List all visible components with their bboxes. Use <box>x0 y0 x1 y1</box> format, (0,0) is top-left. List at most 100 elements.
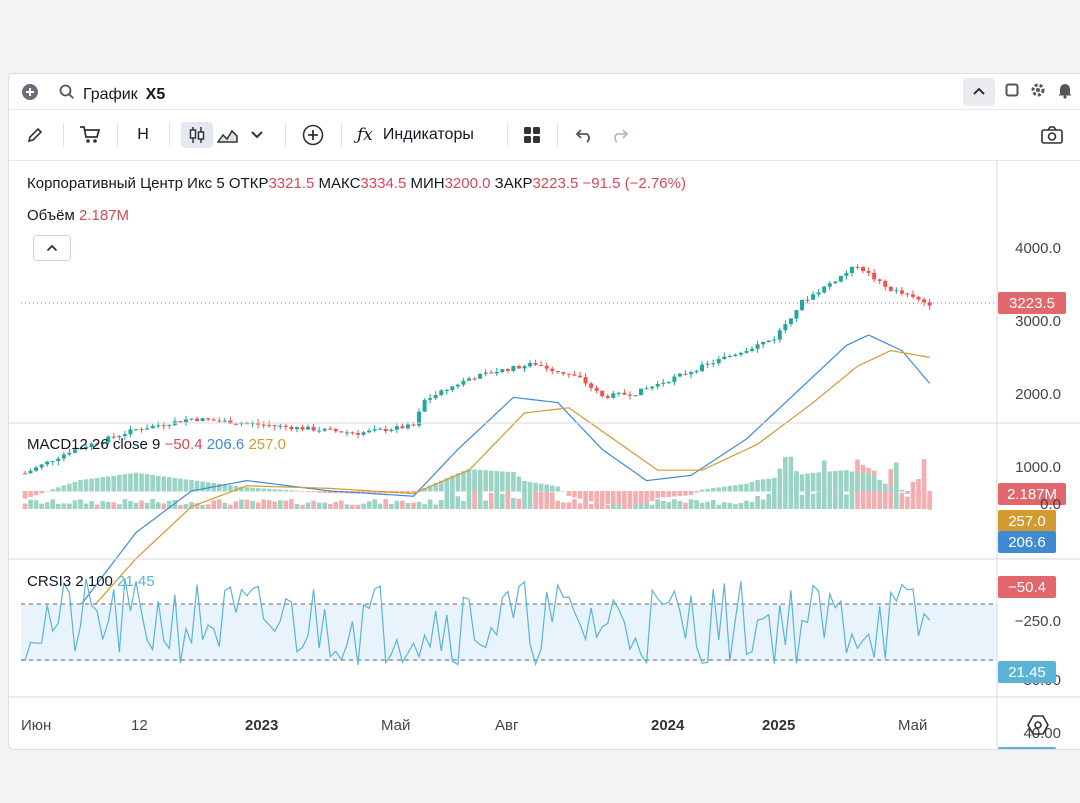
candle <box>883 280 888 287</box>
macd-hist-bar <box>161 476 167 492</box>
cart-icon[interactable] <box>77 122 103 148</box>
candle <box>467 378 471 381</box>
chart-area[interactable]: 4000.0 3000.0 2000.0 1000.0 3223.5 2.187… <box>9 161 1080 749</box>
volume-bar <box>150 499 155 509</box>
macd-hist-bar <box>472 469 477 492</box>
candle <box>700 364 705 372</box>
volume-value: 2.187M <box>78 207 130 224</box>
time-axis[interactable]: Июн 12 2023 Май Авг 2024 2025 Май <box>9 709 997 739</box>
candle <box>267 424 272 426</box>
chevron-down-icon[interactable] <box>247 122 267 148</box>
macd-hist-bar <box>710 488 716 492</box>
candle <box>383 428 388 432</box>
volume-bar <box>305 502 311 509</box>
macd-hist-bar <box>444 478 450 492</box>
volume-bar <box>178 504 183 509</box>
volume-bar <box>849 482 855 509</box>
svg-text:257.0: 257.0 <box>1008 513 1046 530</box>
pencil-icon[interactable] <box>23 122 47 148</box>
indicators-button[interactable]: ƒx Индикаторы <box>357 122 497 148</box>
candle <box>572 374 577 376</box>
macd-hist-bar <box>605 491 611 505</box>
macd-axis[interactable]: 0.0 −250.0 <box>1015 496 1061 630</box>
macd-hist-bar <box>233 485 239 492</box>
candle <box>34 467 39 471</box>
volume-bar <box>39 503 44 509</box>
legend-collapse-button[interactable] <box>33 235 71 261</box>
layout-icon[interactable] <box>521 122 543 148</box>
candle <box>245 423 249 425</box>
volume-bar <box>105 502 111 509</box>
gear-icon[interactable] <box>1029 81 1047 104</box>
candle <box>95 443 100 445</box>
candle <box>544 365 549 369</box>
settings-hex-icon[interactable] <box>1027 714 1049 741</box>
candle <box>478 373 483 379</box>
redo-icon[interactable] <box>609 122 631 148</box>
volume-bar <box>216 499 222 509</box>
open-label: ОТКР <box>228 175 269 192</box>
macd-hist-bar <box>538 483 544 492</box>
candle <box>555 371 560 373</box>
collapse-button[interactable] <box>963 78 995 106</box>
volume-bar <box>516 498 522 509</box>
macd-hist-bar <box>289 490 294 492</box>
volume-bar <box>461 500 466 509</box>
macd-hist-bar <box>94 477 100 492</box>
volume-bar <box>339 500 344 509</box>
square-icon[interactable] <box>1005 83 1019 102</box>
candle <box>677 373 682 377</box>
bell-icon[interactable] <box>1057 81 1073 104</box>
macd-hist-bar <box>666 491 672 497</box>
area-chart-icon[interactable] <box>215 122 241 148</box>
macd-name: MACD <box>27 436 72 453</box>
volume-bar <box>433 504 438 509</box>
macd-hist-bar <box>805 473 810 492</box>
title-search[interactable]: График X5 <box>59 84 165 105</box>
price-axis-label: 4000.0 <box>1015 240 1061 257</box>
volume-bar <box>605 504 611 509</box>
chart-svg[interactable]: 4000.0 3000.0 2000.0 1000.0 3223.5 2.187… <box>9 161 1080 749</box>
candle <box>716 359 721 364</box>
plus-circle-icon[interactable] <box>21 83 39 106</box>
macd-hist-bar <box>278 489 283 492</box>
macd-hist-bar <box>583 491 588 501</box>
volume-bar <box>450 490 455 509</box>
macd-hist-bar <box>627 491 633 505</box>
macd-hist-bar <box>483 470 488 492</box>
candle <box>45 461 50 465</box>
volume-legend: Объём 2.187M <box>27 207 129 224</box>
volume-bar <box>283 500 289 509</box>
undo-icon[interactable] <box>573 122 595 148</box>
candle <box>411 424 416 426</box>
macd-hist-bar <box>527 481 533 492</box>
price-axis[interactable]: 4000.0 3000.0 2000.0 1000.0 <box>1015 240 1061 476</box>
crsi-name: CRSI <box>27 573 63 590</box>
volume-bar <box>117 504 122 509</box>
volume-bar <box>383 499 389 509</box>
macd-hist-bar <box>544 484 549 492</box>
macd-hist-bar <box>733 485 738 492</box>
volume-bar <box>527 490 533 509</box>
time-label: Май <box>381 717 411 734</box>
interval-button[interactable]: H <box>137 126 149 143</box>
volume-bar <box>500 493 505 509</box>
volume-bar <box>233 501 239 509</box>
candle <box>905 293 910 295</box>
macd-hist-bar <box>821 471 827 492</box>
candle <box>139 429 144 431</box>
volume-bar <box>83 503 89 509</box>
macd-hist-bar <box>100 477 105 492</box>
volume-bar <box>427 499 433 509</box>
candles-icon[interactable] <box>181 122 213 148</box>
volume-bar <box>250 500 255 509</box>
volume-bar <box>239 499 244 509</box>
candle <box>727 356 732 358</box>
high-label: МАКС <box>318 175 361 192</box>
add-circle-icon[interactable] <box>300 122 326 148</box>
volume-bar <box>477 479 483 509</box>
macd-hist-bar <box>549 485 555 492</box>
camera-icon[interactable] <box>1039 122 1065 148</box>
volume-bar <box>466 478 472 509</box>
volume-bar <box>611 503 616 509</box>
